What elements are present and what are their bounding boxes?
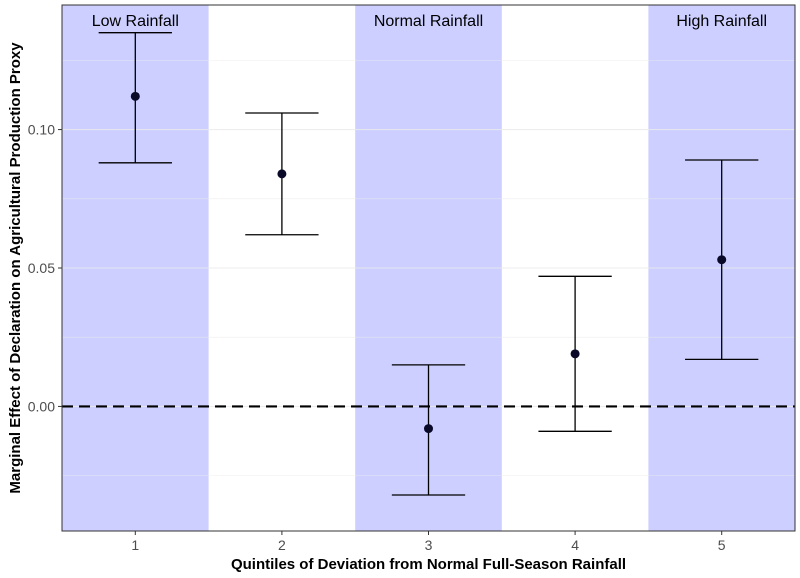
y-axis-ticks: 0.00 0.05 0.10 bbox=[28, 122, 62, 414]
point-estimate bbox=[424, 424, 433, 434]
error-bars bbox=[98, 32, 759, 496]
point-estimate bbox=[130, 91, 140, 101]
y-tick-label: 0.05 bbox=[28, 260, 55, 276]
x-tick-label: 5 bbox=[718, 537, 726, 553]
y-tick-label: 0.10 bbox=[28, 122, 55, 138]
x-tick-label: 1 bbox=[131, 537, 139, 553]
point-estimate bbox=[277, 169, 287, 179]
x-tick-label: 4 bbox=[571, 537, 579, 553]
point-estimates bbox=[130, 91, 727, 434]
point-estimate bbox=[570, 349, 580, 359]
x-axis-ticks: 1 2 3 4 5 bbox=[131, 531, 726, 553]
x-tick-label: 3 bbox=[425, 537, 433, 553]
band-label: High Rainfall bbox=[676, 13, 767, 30]
y-axis-title: Marginal Effect of Declaration on Agricu… bbox=[7, 42, 24, 494]
y-tick-label: 0.00 bbox=[28, 398, 55, 414]
x-axis-title: Quintiles of Deviation from Normal Full-… bbox=[231, 556, 626, 573]
band-labels: Low Rainfall Normal Rainfall High Rainfall bbox=[92, 13, 767, 30]
band-label: Normal Rainfall bbox=[374, 13, 483, 30]
x-tick-label: 2 bbox=[278, 537, 286, 553]
band-label: Low Rainfall bbox=[92, 13, 179, 30]
point-estimate bbox=[717, 255, 727, 265]
